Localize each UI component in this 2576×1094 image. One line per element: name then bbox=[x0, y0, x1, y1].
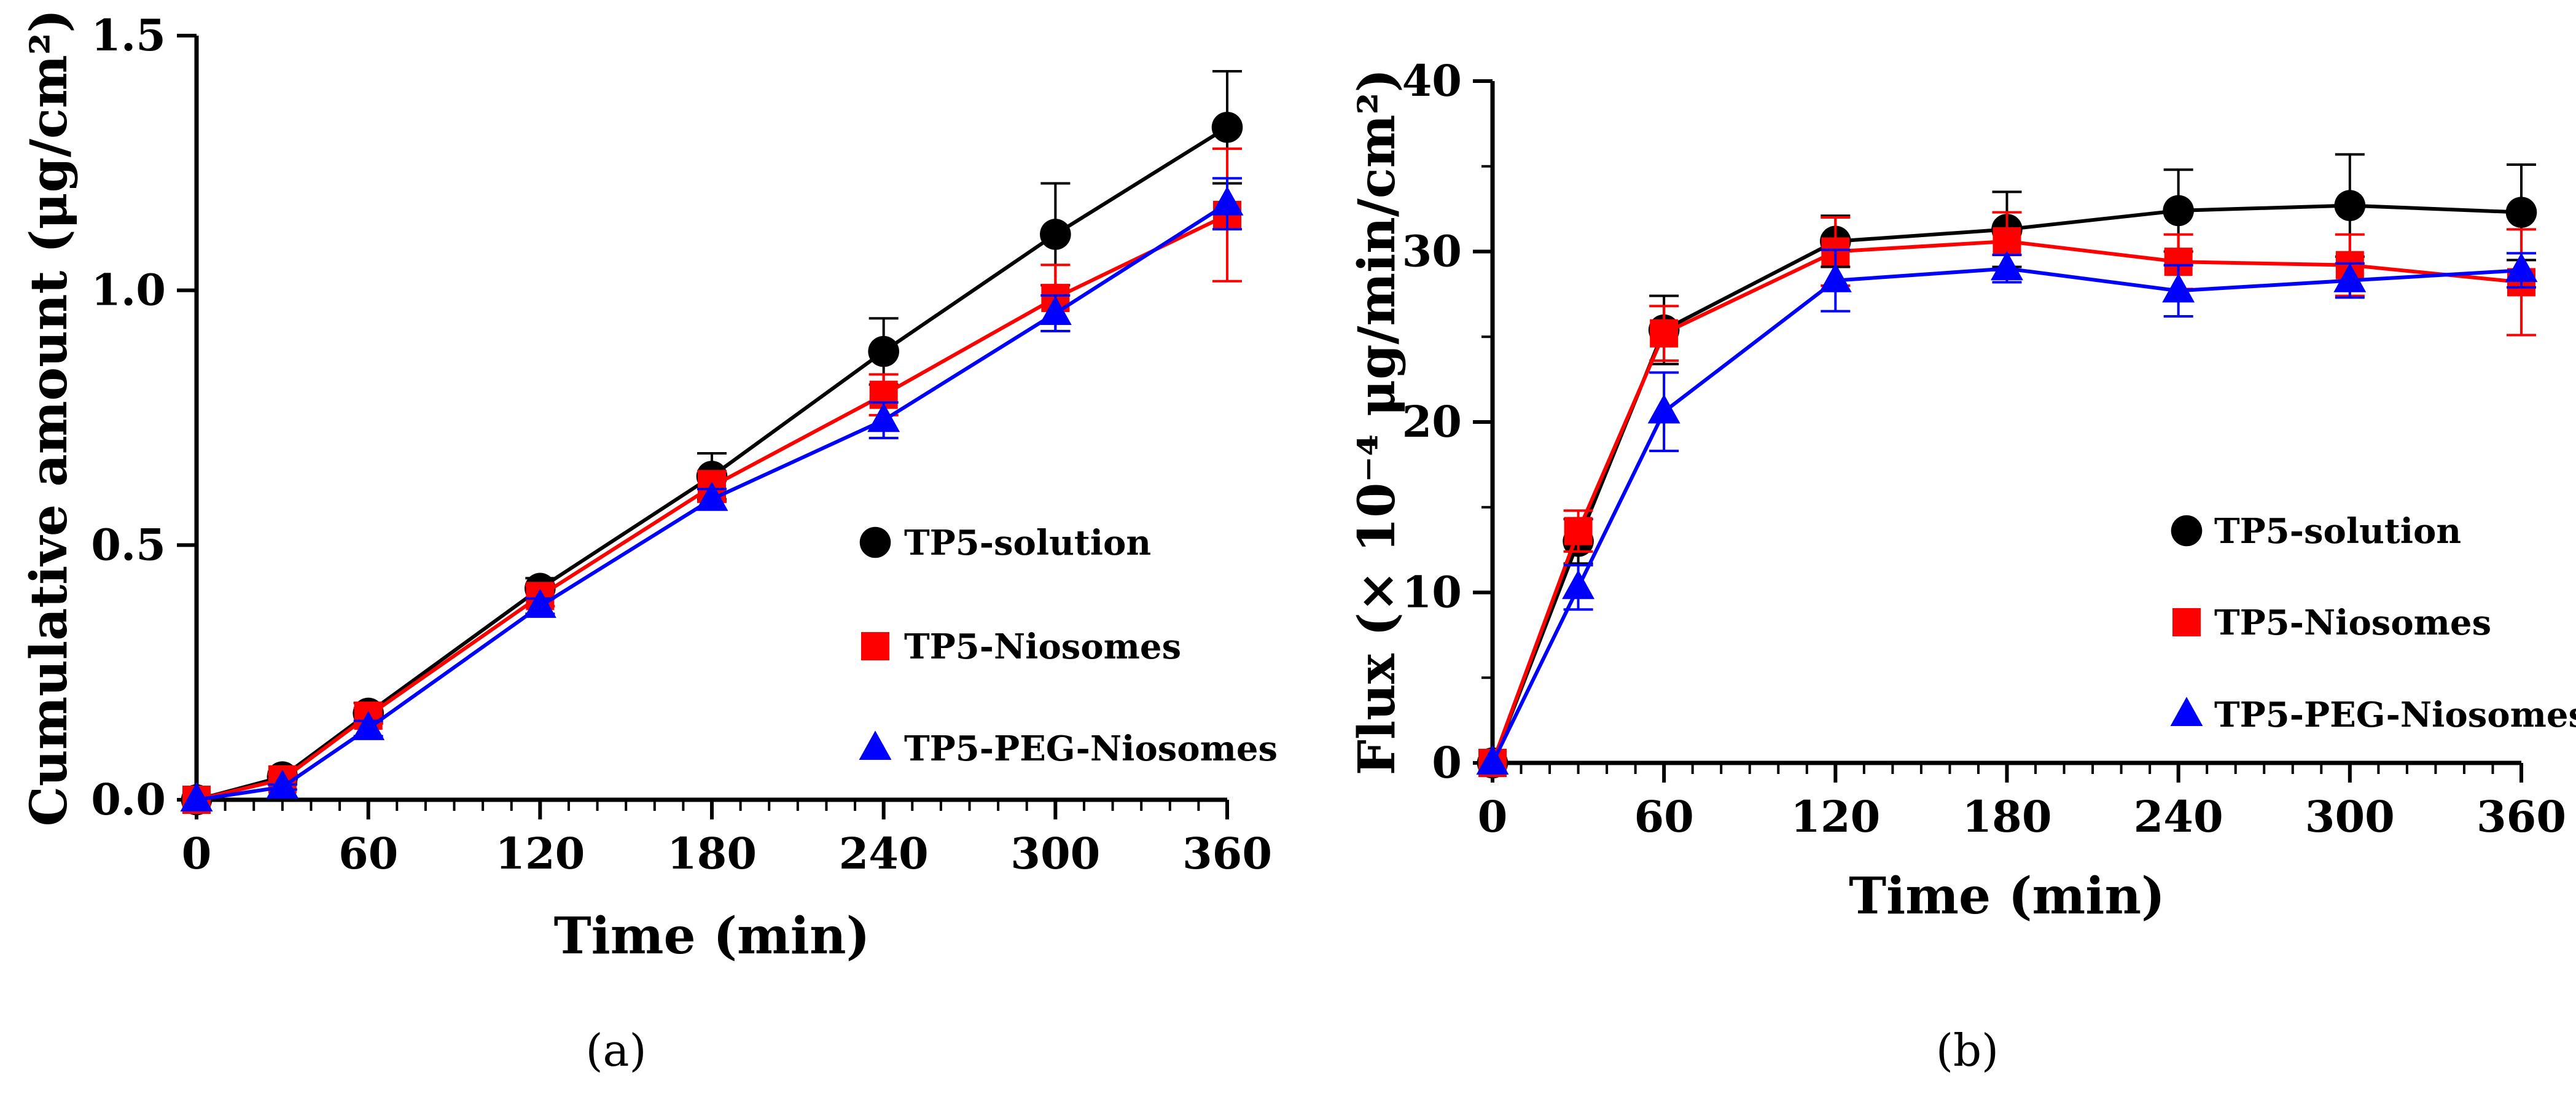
data-point-b bbox=[2333, 263, 2367, 292]
y-tick-label-b: 0 bbox=[1432, 737, 1462, 788]
y-tick-label-a: 1.0 bbox=[91, 265, 166, 316]
data-point-a bbox=[352, 711, 385, 740]
legend-marker-a bbox=[861, 632, 889, 660]
legend-marker-a bbox=[859, 730, 892, 760]
series-line-b bbox=[1491, 203, 2522, 764]
x-tick-label-a: 120 bbox=[495, 828, 585, 879]
x-tick-label-a: 180 bbox=[667, 828, 757, 879]
x-tick-label-b: 300 bbox=[2305, 791, 2395, 842]
series-a-2 bbox=[180, 177, 1244, 812]
x-tick-label-a: 0 bbox=[182, 828, 212, 879]
series-line-b bbox=[1491, 239, 2522, 764]
data-point-b bbox=[2505, 252, 2538, 283]
x-tick-label-a: 300 bbox=[1010, 828, 1100, 879]
x-tick-label-b: 120 bbox=[1790, 791, 1880, 842]
y-tick-label-b: 20 bbox=[1402, 396, 1462, 447]
series-line-a bbox=[196, 125, 1228, 802]
data-point-b bbox=[2162, 273, 2195, 303]
data-point-b bbox=[1564, 517, 1593, 545]
x-tick-label-a: 240 bbox=[839, 828, 929, 879]
x-axis-title-a: Time (min) bbox=[554, 907, 870, 966]
x-tick-label-b: 180 bbox=[1962, 791, 2051, 842]
legend-marker-b bbox=[2170, 697, 2203, 727]
series-line-b bbox=[1491, 267, 2522, 764]
legend-label-a: TP5-PEG-Niosomes bbox=[904, 729, 1278, 769]
x-tick-label-b: 0 bbox=[1478, 791, 1508, 842]
y-tick-label-b: 40 bbox=[1402, 55, 1462, 106]
data-point-b bbox=[1992, 227, 2021, 256]
data-point-a bbox=[523, 588, 556, 618]
data-point-b bbox=[1647, 394, 1680, 424]
data-point-a bbox=[868, 335, 899, 367]
data-point-a bbox=[266, 769, 299, 799]
series-line-a bbox=[196, 213, 1228, 802]
x-tick-label-a: 360 bbox=[1182, 828, 1272, 879]
y-tick-label-a: 1.5 bbox=[91, 10, 166, 61]
series-a-1 bbox=[182, 147, 1242, 814]
x-axis-title-b: Time (min) bbox=[1849, 867, 2165, 926]
legend-label-b: TP5-solution bbox=[2214, 511, 2461, 552]
x-tick-label-b: 60 bbox=[1634, 791, 1693, 842]
x-tick-label-a: 60 bbox=[338, 828, 398, 879]
y-tick-label-a: 0.0 bbox=[91, 774, 166, 825]
legend-marker-b bbox=[2171, 515, 2203, 547]
data-point-a bbox=[867, 402, 900, 432]
data-point-b bbox=[2505, 197, 2537, 228]
panel-label-b: (b) bbox=[1936, 1025, 1999, 1076]
y-tick-label-b: 30 bbox=[1402, 226, 1462, 277]
data-point-a bbox=[180, 782, 213, 812]
data-point-b bbox=[2163, 195, 2194, 227]
x-tick-label-b: 240 bbox=[2134, 791, 2223, 842]
y-axis-title-a: Cumulative amount (μg/cm²) bbox=[20, 9, 79, 827]
x-tick-label-b: 360 bbox=[2476, 791, 2566, 842]
series-line-a bbox=[196, 202, 1228, 802]
legend-marker-b bbox=[2172, 608, 2201, 636]
series-b-2 bbox=[1476, 248, 2538, 775]
y-tick-label-b: 10 bbox=[1402, 567, 1462, 618]
legend-marker-a bbox=[859, 526, 891, 558]
panel-label-a: (a) bbox=[585, 1025, 646, 1076]
series-b-1 bbox=[1478, 211, 2536, 777]
legend-label-a: TP5-Niosomes bbox=[904, 627, 1181, 667]
data-point-a bbox=[1211, 111, 1243, 143]
legend-label-a: TP5-solution bbox=[904, 523, 1151, 563]
series-a-0 bbox=[181, 70, 1243, 816]
panel-b-chart: 0 60 120 180 240 300 360 0 10 20 30 40 Time (min) Flu… bbox=[1348, 55, 2576, 1076]
data-point-a bbox=[695, 482, 728, 511]
data-point-b bbox=[1819, 263, 1852, 292]
data-point-a bbox=[1040, 219, 1071, 250]
data-point-a bbox=[1039, 295, 1072, 326]
data-point-b bbox=[1991, 251, 2023, 281]
data-point-b bbox=[1562, 569, 1595, 600]
y-axis-title-b: Flux (× 10⁻⁴ μg/min/cm²) bbox=[1348, 69, 1407, 776]
data-point-b bbox=[1650, 319, 1679, 348]
panel-a-chart: 0 60 120 180 240 300 360 0.0 0.5 1.0 1.5 Time (min)… bbox=[20, 9, 1278, 1076]
data-point-b bbox=[2334, 190, 2366, 221]
data-point-b bbox=[1476, 745, 1509, 775]
data-point-a bbox=[1211, 186, 1244, 216]
legend-label-b: TP5-Niosomes bbox=[2214, 603, 2491, 643]
y-tick-label-a: 0.5 bbox=[91, 519, 166, 570]
legend-label-b: TP5-PEG-Niosomes bbox=[2214, 695, 2576, 735]
